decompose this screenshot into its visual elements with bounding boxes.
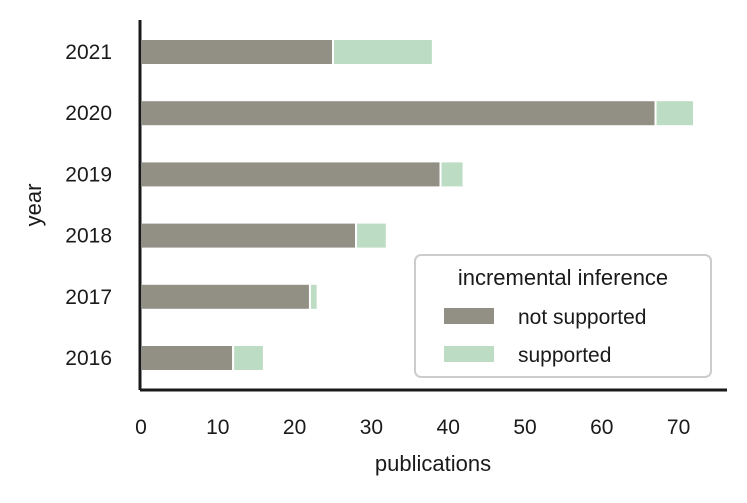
legend-label-supported: supported (518, 344, 611, 367)
bar-2020-supported (654, 99, 695, 128)
bar-2021-not-supported (140, 38, 334, 66)
x-tick-label: 30 (360, 416, 383, 439)
bar-2019-not-supported (140, 160, 442, 189)
x-tick-label: 20 (283, 416, 306, 439)
x-axis-label: publications (375, 451, 491, 476)
legend-label-not-supported: not supported (518, 306, 646, 329)
x-tick-label: 70 (667, 416, 690, 439)
legend-swatch-not-supported (444, 308, 494, 324)
axes-layer (138, 20, 727, 392)
bar-2017-not-supported (140, 282, 311, 311)
x-tick-label: 10 (206, 416, 229, 439)
x-tick-label: 60 (590, 416, 613, 439)
y-tick-label: 2018 (65, 225, 112, 248)
bar-2016-not-supported (140, 344, 235, 372)
bar-2018-not-supported (140, 221, 358, 250)
x-tick-label: 50 (513, 416, 536, 439)
x-tick-label: 0 (135, 416, 147, 439)
bar-2021-supported (332, 38, 434, 66)
legend-swatch-supported (444, 346, 494, 362)
legend: incremental inference not supported supp… (414, 254, 712, 378)
y-tick-labels: 2016 2017 2018 2019 2020 2021 (65, 41, 112, 370)
y-tick-label: 2020 (65, 102, 112, 125)
bar-2019-supported (439, 160, 465, 189)
x-tick-label: 40 (437, 416, 460, 439)
bars-layer (140, 38, 695, 372)
bar-2017-supported (308, 282, 319, 311)
x-tick-labels: 0 10 20 30 40 50 60 70 (135, 416, 690, 439)
y-axis-label: year (21, 184, 46, 227)
bar-2016-supported (232, 344, 265, 372)
legend-title: incremental inference (458, 265, 668, 290)
y-tick-label: 2021 (65, 41, 112, 64)
y-tick-label: 2017 (65, 286, 112, 309)
y-tick-label: 2019 (65, 163, 112, 186)
bar-2018-supported (355, 221, 388, 250)
y-tick-label: 2016 (65, 347, 112, 370)
bar-2020-not-supported (140, 99, 657, 128)
